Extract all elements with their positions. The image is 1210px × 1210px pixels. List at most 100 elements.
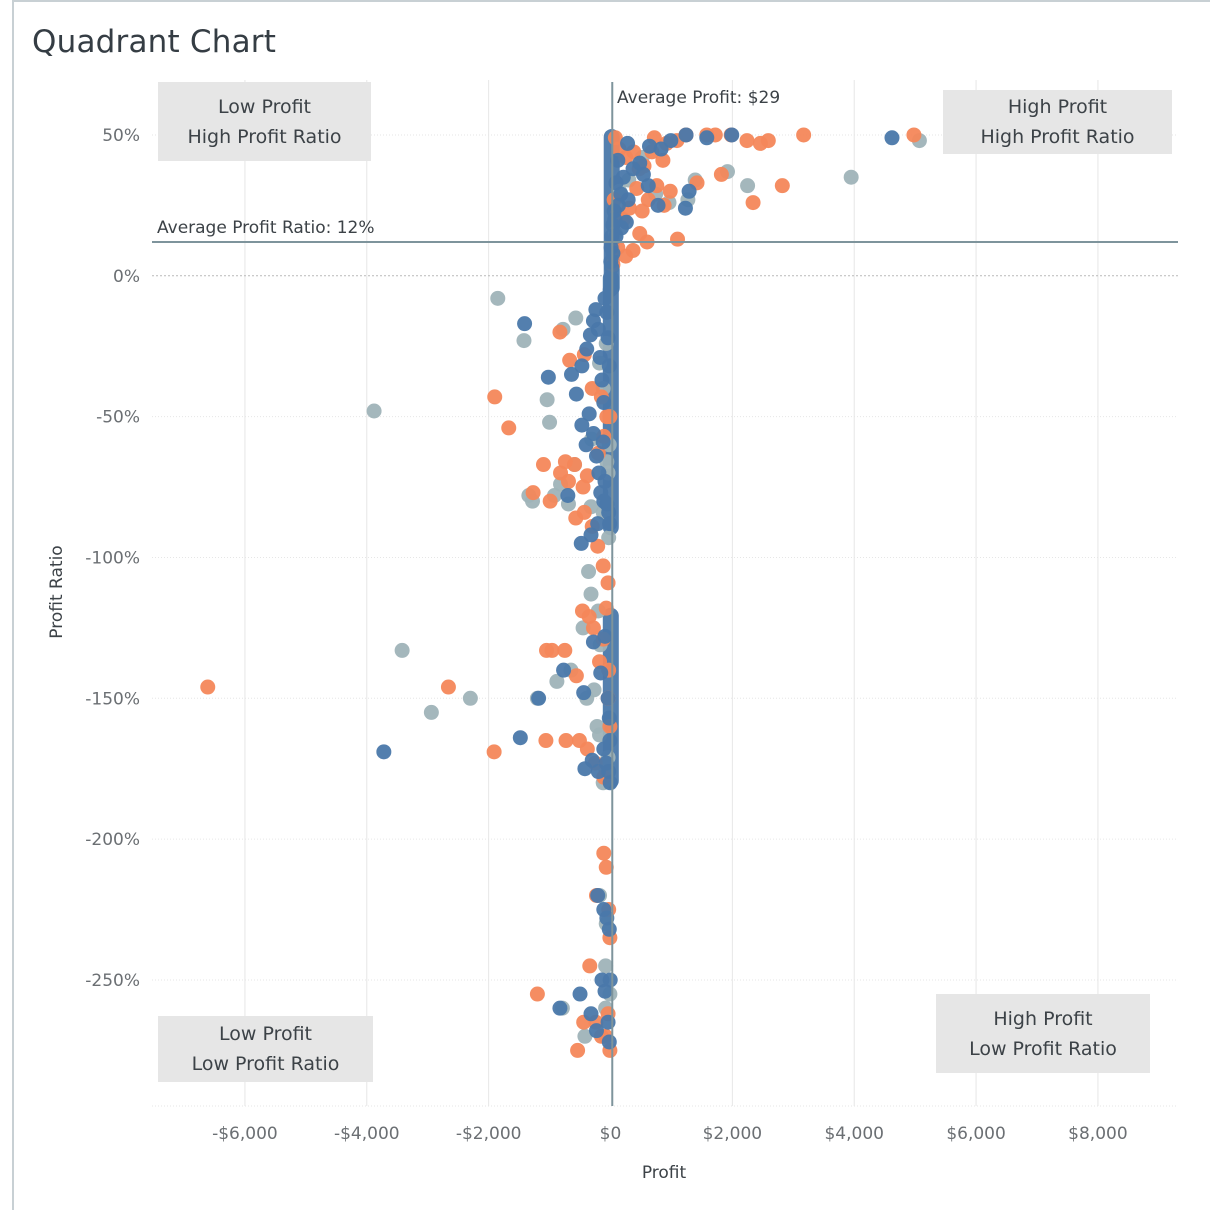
data-point [512, 730, 528, 746]
x-tick-label: -$2,000 [456, 1124, 522, 1144]
data-point [538, 733, 554, 749]
data-point [462, 690, 478, 706]
data-point [663, 133, 679, 149]
data-point [560, 473, 576, 489]
data-point [552, 1000, 568, 1016]
data-point [602, 282, 618, 298]
quadrant-label-top-left: Low Profit High Profit Ratio [158, 82, 371, 161]
data-point [581, 406, 597, 422]
data-point [596, 395, 612, 411]
data-point [366, 403, 382, 419]
data-point [583, 1006, 599, 1022]
data-point [610, 152, 626, 168]
data-point [713, 166, 729, 182]
data-point [681, 183, 697, 199]
data-point [602, 409, 618, 425]
data-point [640, 178, 656, 194]
reference-lines-overlay [152, 82, 1178, 1106]
quadrant-bottom-right-line2: Low Profit Ratio [969, 1037, 1117, 1060]
y-tick-label: -200% [85, 830, 140, 850]
data-point [579, 341, 595, 357]
y-tick-label: 0% [113, 267, 140, 287]
data-point [581, 564, 597, 580]
y-tick-label: -100% [85, 548, 140, 568]
data-point [677, 200, 693, 216]
data-point [599, 304, 615, 320]
data-point [394, 642, 410, 658]
data-point [576, 504, 592, 520]
data-point [535, 457, 551, 473]
y-tick-label: -250% [85, 971, 140, 991]
data-point [595, 558, 611, 574]
data-point [600, 690, 616, 706]
data-point [570, 1042, 586, 1058]
data-point [602, 775, 618, 791]
data-point [579, 741, 595, 757]
data-point [539, 392, 555, 408]
data-point [582, 958, 598, 974]
data-point [423, 704, 439, 720]
data-point [602, 516, 618, 532]
data-point [578, 437, 594, 453]
data-point [601, 921, 617, 937]
data-point [796, 127, 812, 143]
data-point [653, 141, 669, 157]
data-point [585, 426, 601, 442]
data-point [598, 600, 614, 616]
data-point [632, 226, 648, 242]
data-point [544, 642, 560, 658]
data-point [542, 493, 558, 509]
data-point [517, 316, 533, 332]
data-point [601, 1034, 617, 1050]
data-point [501, 420, 517, 436]
x-tick-label: $4,000 [824, 1124, 883, 1144]
data-points [200, 127, 927, 1058]
quadrant-label-top-right: High Profit High Profit Ratio [943, 90, 1172, 154]
y-tick-label: -150% [85, 689, 140, 709]
data-point [575, 620, 591, 636]
quadrant-top-left-line1: Low Profit [217, 95, 311, 118]
data-point [752, 135, 768, 151]
data-point [529, 986, 545, 1002]
quadrant-bottom-left-line2: Low Profit Ratio [191, 1053, 340, 1075]
data-point [699, 130, 715, 146]
data-point [572, 986, 588, 1002]
data-point [610, 197, 626, 213]
quadrant-top-right-line1: High Profit [1007, 96, 1108, 118]
data-point [598, 859, 614, 875]
data-point [200, 679, 216, 695]
data-point [576, 685, 592, 701]
data-point [670, 231, 686, 247]
data-point [557, 642, 573, 658]
data-point [590, 321, 606, 337]
data-point [584, 752, 600, 768]
data-point [564, 366, 580, 382]
data-point [574, 417, 590, 433]
data-point [516, 333, 532, 349]
data-point [593, 665, 609, 681]
data-point [740, 178, 756, 194]
quadrant-top-left-line2: High Profit Ratio [187, 125, 342, 148]
data-point [600, 1014, 616, 1030]
data-point [588, 1023, 604, 1039]
data-point [596, 741, 612, 757]
data-point [906, 127, 922, 143]
quadrant-label-bottom-left: Low Profit Low Profit Ratio [158, 1016, 373, 1082]
data-point [552, 324, 568, 340]
data-point [562, 352, 578, 368]
data-point [650, 197, 666, 213]
data-point [620, 135, 636, 151]
x-tick-label: $2,000 [703, 1124, 762, 1144]
data-point [745, 195, 761, 211]
data-point [588, 448, 604, 464]
quadrant-bottom-right-line1: High Profit [993, 1007, 1093, 1030]
data-point [594, 372, 610, 388]
data-point [655, 152, 671, 168]
quadrant-bottom-left-line1: Low Profit [218, 1023, 312, 1045]
data-point [602, 972, 618, 988]
x-tick-label: $8,000 [1068, 1124, 1127, 1144]
data-point [490, 290, 506, 306]
data-point [590, 516, 606, 532]
quadrant-top-right-line2: High Profit Ratio [980, 126, 1135, 148]
data-point [581, 609, 597, 625]
